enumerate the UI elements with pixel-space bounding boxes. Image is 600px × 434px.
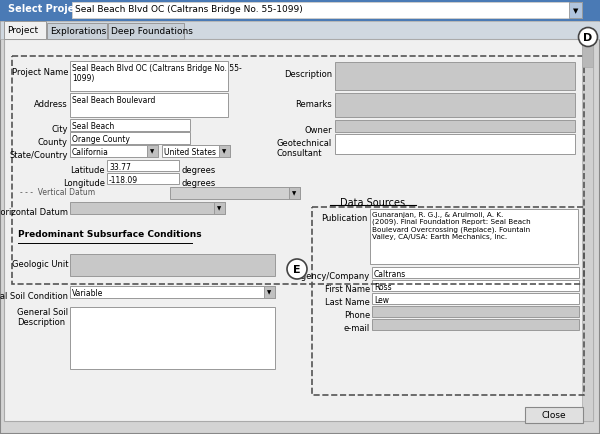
Text: Seal Beach Blvd OC (Caltrans Bridge No. 55-1099): Seal Beach Blvd OC (Caltrans Bridge No. … bbox=[75, 5, 303, 14]
Bar bbox=[70, 94, 228, 118]
Bar bbox=[4, 40, 593, 421]
Bar bbox=[107, 174, 179, 184]
Bar bbox=[70, 146, 158, 158]
Bar bbox=[4, 22, 46, 40]
Bar bbox=[582, 40, 593, 421]
Text: Select Project: Select Project bbox=[8, 4, 85, 14]
Text: e-mail: e-mail bbox=[344, 323, 370, 332]
Bar bbox=[289, 187, 300, 200]
Text: United States: United States bbox=[164, 148, 216, 157]
Text: State/Country: State/Country bbox=[10, 151, 68, 160]
Bar bbox=[72, 3, 582, 19]
Bar bbox=[47, 24, 107, 40]
Bar bbox=[0, 22, 600, 40]
Text: Orange County: Orange County bbox=[72, 135, 130, 144]
Bar bbox=[335, 121, 575, 133]
Text: ▼: ▼ bbox=[151, 149, 155, 154]
Text: Ross: Ross bbox=[374, 283, 392, 291]
Text: Geotechnical
Consultant: Geotechnical Consultant bbox=[277, 139, 332, 158]
Text: Data Sources: Data Sources bbox=[340, 197, 406, 207]
Text: Latitude: Latitude bbox=[70, 166, 105, 174]
Text: Geologic Unit: Geologic Unit bbox=[11, 260, 68, 268]
Text: Agency/Company: Agency/Company bbox=[296, 271, 370, 280]
Bar bbox=[70, 203, 225, 214]
Text: City: City bbox=[52, 125, 68, 134]
Bar bbox=[70, 286, 275, 298]
Text: General Soil
Description: General Soil Description bbox=[17, 307, 68, 327]
Bar bbox=[312, 207, 584, 395]
Text: County: County bbox=[38, 138, 68, 147]
Text: ▼: ▼ bbox=[573, 8, 578, 14]
Text: degrees: degrees bbox=[182, 166, 216, 174]
Bar bbox=[335, 63, 575, 91]
Text: Seal Beach Blvd OC (Caltrans Bridge No. 55-
1099): Seal Beach Blvd OC (Caltrans Bridge No. … bbox=[72, 64, 242, 83]
Text: Gunaranjan, R. G.J., & Arulmoli, A. K.
(2009). Final Foundation Report: Seal Bea: Gunaranjan, R. G.J., & Arulmoli, A. K. (… bbox=[372, 211, 530, 240]
Bar bbox=[372, 319, 579, 330]
Bar bbox=[162, 146, 230, 158]
Text: Lew: Lew bbox=[374, 295, 389, 304]
Bar bbox=[569, 3, 582, 19]
Text: Explorations: Explorations bbox=[50, 27, 106, 36]
Text: Remarks: Remarks bbox=[295, 100, 332, 109]
Text: ▼: ▼ bbox=[268, 290, 272, 295]
Bar bbox=[214, 203, 225, 214]
Bar bbox=[107, 161, 179, 171]
Bar bbox=[372, 293, 579, 304]
Bar bbox=[12, 57, 584, 284]
Text: - - -  Vertical Datum: - - - Vertical Datum bbox=[20, 188, 95, 197]
Bar bbox=[70, 62, 228, 92]
Bar bbox=[219, 146, 230, 158]
Bar bbox=[70, 133, 190, 145]
Text: ▼: ▼ bbox=[292, 191, 296, 196]
Bar bbox=[370, 210, 578, 264]
Text: Seal Beach: Seal Beach bbox=[72, 122, 114, 131]
Bar bbox=[0, 0, 600, 22]
Bar bbox=[372, 306, 579, 317]
Bar bbox=[582, 40, 593, 68]
Text: ▼: ▼ bbox=[217, 206, 221, 211]
Text: First Name: First Name bbox=[325, 284, 370, 293]
Text: California: California bbox=[72, 148, 109, 157]
Text: E: E bbox=[293, 264, 301, 274]
Text: Description: Description bbox=[284, 70, 332, 79]
Bar bbox=[335, 94, 575, 118]
Text: Project: Project bbox=[7, 26, 38, 35]
Bar bbox=[70, 254, 275, 276]
Text: degrees: degrees bbox=[182, 178, 216, 187]
Bar bbox=[525, 407, 583, 423]
Bar bbox=[264, 286, 275, 298]
Bar bbox=[70, 120, 190, 132]
Text: 33.77: 33.77 bbox=[109, 163, 131, 171]
Text: Horizontal Datum: Horizontal Datum bbox=[0, 207, 68, 217]
Text: Last Name: Last Name bbox=[325, 297, 370, 306]
Bar bbox=[372, 280, 579, 291]
Bar bbox=[147, 146, 158, 158]
Text: Seal Beach Boulevard: Seal Beach Boulevard bbox=[72, 96, 155, 105]
Text: Variable: Variable bbox=[72, 288, 103, 297]
Text: Owner: Owner bbox=[304, 126, 332, 135]
Circle shape bbox=[287, 260, 307, 279]
Text: Project Name: Project Name bbox=[11, 68, 68, 77]
Text: Longitude: Longitude bbox=[63, 178, 105, 187]
Circle shape bbox=[578, 29, 598, 47]
Bar bbox=[170, 187, 300, 200]
Text: Close: Close bbox=[542, 411, 566, 420]
Bar bbox=[372, 267, 579, 278]
Text: -118.09: -118.09 bbox=[109, 176, 138, 184]
Text: Caltrans: Caltrans bbox=[374, 270, 406, 278]
Bar bbox=[70, 307, 275, 369]
Text: General Soil Condition: General Soil Condition bbox=[0, 291, 68, 300]
Text: ▼: ▼ bbox=[223, 149, 227, 154]
Text: Predominant Subsurface Conditions: Predominant Subsurface Conditions bbox=[18, 230, 202, 238]
Text: Address: Address bbox=[34, 100, 68, 109]
Bar bbox=[108, 24, 184, 40]
Text: D: D bbox=[583, 33, 593, 43]
Text: Publication: Publication bbox=[322, 214, 368, 223]
Bar bbox=[335, 135, 575, 155]
Text: Phone: Phone bbox=[344, 310, 370, 319]
Text: Deep Foundations: Deep Foundations bbox=[111, 27, 193, 36]
